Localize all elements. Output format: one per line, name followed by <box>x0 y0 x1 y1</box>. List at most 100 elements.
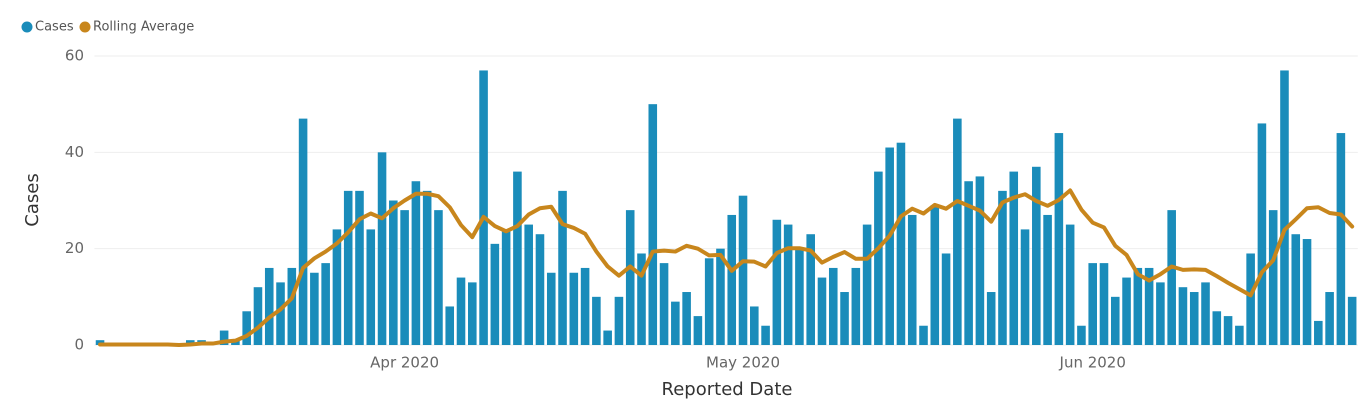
bar <box>851 267 861 345</box>
bar <box>524 224 533 345</box>
bar <box>625 210 635 345</box>
bar <box>219 330 229 345</box>
bar <box>1065 224 1075 345</box>
bar <box>919 325 928 345</box>
bar <box>1020 229 1030 345</box>
bar <box>671 301 680 345</box>
bar <box>727 214 737 345</box>
bar <box>1314 320 1323 345</box>
bar <box>1156 282 1165 345</box>
bar <box>445 306 455 345</box>
bar <box>1257 123 1267 345</box>
bar <box>580 267 590 345</box>
bar <box>738 195 748 345</box>
bar <box>1336 133 1346 345</box>
bar <box>1280 70 1289 345</box>
bar <box>716 248 725 345</box>
bar <box>422 190 432 345</box>
bar <box>1268 210 1278 345</box>
bar <box>1144 267 1154 345</box>
y-tick-label: 40 <box>65 143 84 161</box>
legend-label[interactable]: Cases <box>35 20 74 35</box>
bar <box>592 296 601 345</box>
y-tick-label: 20 <box>65 239 84 257</box>
x-axis-title: Reported Date <box>662 379 793 400</box>
bar <box>1201 282 1210 345</box>
bar <box>1246 253 1255 345</box>
line <box>98 188 1355 347</box>
bar <box>1009 171 1019 345</box>
bar <box>1133 267 1143 345</box>
bar <box>332 229 342 345</box>
bar <box>930 205 940 345</box>
bar <box>772 219 782 345</box>
bar <box>874 171 883 345</box>
legend-label[interactable]: Rolling Average <box>93 20 194 35</box>
bar <box>659 263 669 345</box>
bar <box>1235 325 1244 345</box>
bar <box>975 176 985 345</box>
bar <box>840 292 849 345</box>
bar <box>1099 263 1109 345</box>
bar <box>1223 316 1233 345</box>
bar <box>276 282 285 345</box>
bar <box>1088 263 1097 345</box>
bar <box>253 287 263 345</box>
bar <box>761 325 770 345</box>
bar <box>1325 292 1334 345</box>
bar <box>355 190 364 345</box>
y-tick-label: 60 <box>65 47 84 65</box>
bar <box>242 311 251 345</box>
bar <box>750 306 759 345</box>
bar <box>535 234 545 345</box>
bar <box>298 118 308 345</box>
x-tick-label: Apr 2020 <box>370 354 439 372</box>
bar <box>321 263 330 345</box>
bar <box>456 277 466 345</box>
bar <box>1212 311 1222 345</box>
legend-swatch <box>21 21 33 33</box>
bar <box>614 296 624 345</box>
bar <box>287 267 297 345</box>
bar <box>941 253 951 345</box>
x-tick-label: May 2020 <box>706 354 780 372</box>
bar <box>264 267 274 345</box>
bar <box>411 181 421 345</box>
bar <box>648 104 658 346</box>
bar <box>1054 133 1064 345</box>
bar <box>795 248 804 345</box>
bar <box>569 272 579 345</box>
bar <box>603 330 612 345</box>
bar <box>885 147 894 345</box>
bar <box>817 277 827 345</box>
y-tick-label: 0 <box>74 336 84 354</box>
bar <box>704 258 714 345</box>
bar <box>479 70 488 345</box>
bar <box>1032 166 1041 345</box>
bar <box>366 229 376 345</box>
bar <box>682 292 691 345</box>
bar <box>490 243 500 345</box>
bar <box>1178 287 1188 345</box>
bar <box>377 152 387 345</box>
bar <box>896 142 906 345</box>
y-axis-title: Cases <box>22 173 43 226</box>
bar <box>1189 292 1199 345</box>
bar <box>501 229 511 345</box>
bar <box>1167 210 1176 345</box>
bar <box>343 190 353 345</box>
bar <box>389 200 398 345</box>
bar <box>1302 239 1312 345</box>
bar <box>1291 234 1301 345</box>
x-tick-label: Jun 2020 <box>1059 354 1126 372</box>
legend-swatch <box>79 21 91 33</box>
bar <box>1043 214 1052 345</box>
bar <box>513 171 522 345</box>
bar <box>828 267 838 345</box>
bar <box>783 224 793 345</box>
bar <box>1110 296 1120 345</box>
bar <box>1077 325 1086 345</box>
bar <box>953 118 962 345</box>
